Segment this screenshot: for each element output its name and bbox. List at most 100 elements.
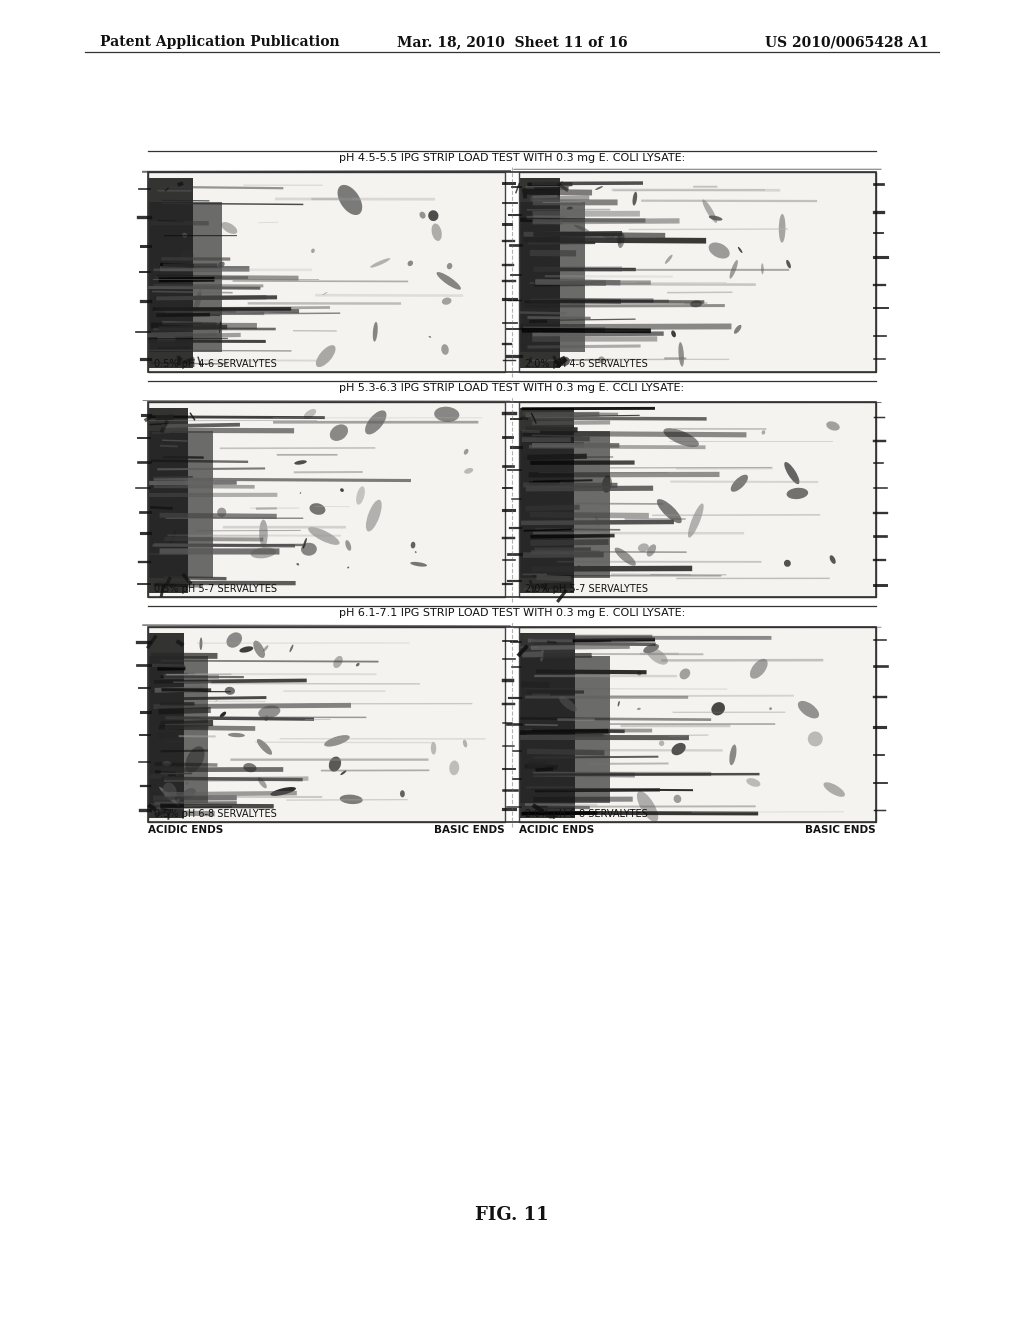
Ellipse shape	[180, 248, 194, 261]
Ellipse shape	[315, 345, 336, 367]
Ellipse shape	[185, 746, 205, 772]
Ellipse shape	[738, 247, 742, 253]
Ellipse shape	[671, 330, 676, 338]
Ellipse shape	[300, 492, 301, 494]
Ellipse shape	[169, 529, 176, 548]
Bar	[148, 656, 208, 803]
Text: Mar. 18, 2010  Sheet 11 of 16: Mar. 18, 2010 Sheet 11 of 16	[396, 36, 628, 49]
Ellipse shape	[159, 787, 179, 807]
Bar	[148, 403, 876, 597]
Bar	[148, 632, 184, 818]
Ellipse shape	[602, 234, 615, 239]
Ellipse shape	[541, 649, 544, 661]
Ellipse shape	[679, 342, 684, 367]
Ellipse shape	[595, 186, 603, 190]
Ellipse shape	[614, 548, 636, 566]
Ellipse shape	[330, 424, 348, 441]
Bar	[519, 627, 876, 822]
Ellipse shape	[786, 260, 791, 268]
Ellipse shape	[463, 739, 467, 747]
Bar	[519, 202, 586, 352]
Text: FIG. 11: FIG. 11	[475, 1206, 549, 1224]
Bar	[148, 408, 187, 593]
Ellipse shape	[656, 499, 682, 523]
Ellipse shape	[366, 500, 382, 532]
Text: pH 4.5-5.5 IPG STRIP LOAD TEST WITH 0.3 mg E. COLI LYSATE:: pH 4.5-5.5 IPG STRIP LOAD TEST WITH 0.3 …	[339, 153, 685, 162]
Ellipse shape	[356, 663, 359, 667]
Ellipse shape	[436, 272, 461, 289]
Ellipse shape	[672, 743, 686, 755]
Ellipse shape	[329, 756, 341, 772]
Ellipse shape	[434, 407, 460, 422]
Ellipse shape	[221, 222, 238, 234]
Ellipse shape	[688, 503, 703, 537]
Ellipse shape	[338, 185, 362, 215]
Ellipse shape	[665, 255, 673, 264]
Text: BASIC ENDS: BASIC ENDS	[805, 825, 876, 836]
Ellipse shape	[446, 263, 453, 269]
Text: 0.5% pH 4-6 SERVALYTES: 0.5% pH 4-6 SERVALYTES	[154, 359, 276, 370]
Ellipse shape	[429, 337, 431, 338]
Ellipse shape	[664, 428, 699, 447]
Ellipse shape	[637, 708, 641, 710]
Ellipse shape	[215, 700, 217, 702]
Bar	[519, 172, 876, 372]
Ellipse shape	[270, 787, 296, 796]
Ellipse shape	[643, 644, 659, 653]
Ellipse shape	[186, 781, 187, 784]
Bar	[519, 432, 609, 578]
Ellipse shape	[734, 325, 741, 334]
Ellipse shape	[258, 705, 281, 718]
Ellipse shape	[257, 739, 272, 755]
Ellipse shape	[712, 702, 725, 715]
Ellipse shape	[366, 411, 386, 434]
Bar	[519, 403, 876, 597]
Bar	[148, 432, 213, 578]
Ellipse shape	[647, 647, 668, 665]
Ellipse shape	[340, 488, 344, 492]
Bar	[148, 627, 876, 822]
Ellipse shape	[373, 322, 378, 342]
Ellipse shape	[637, 671, 641, 676]
Ellipse shape	[786, 488, 808, 499]
Bar	[519, 656, 610, 803]
Ellipse shape	[750, 659, 768, 678]
Ellipse shape	[301, 543, 316, 556]
Ellipse shape	[450, 760, 459, 775]
Ellipse shape	[779, 214, 785, 243]
Ellipse shape	[617, 232, 625, 248]
Ellipse shape	[400, 791, 404, 797]
Ellipse shape	[823, 783, 845, 797]
Ellipse shape	[225, 686, 234, 694]
Ellipse shape	[217, 508, 226, 517]
Ellipse shape	[617, 701, 620, 706]
Ellipse shape	[431, 223, 441, 242]
Text: 2.0% pH 5-7 SERVALYTES: 2.0% pH 5-7 SERVALYTES	[525, 583, 648, 594]
Ellipse shape	[559, 181, 562, 185]
Ellipse shape	[702, 199, 717, 223]
Text: US 2010/0065428 A1: US 2010/0065428 A1	[765, 36, 929, 49]
Ellipse shape	[347, 566, 349, 569]
Bar	[519, 632, 574, 818]
Ellipse shape	[647, 544, 656, 557]
Ellipse shape	[162, 762, 172, 766]
Ellipse shape	[311, 248, 314, 253]
Text: Patent Application Publication: Patent Application Publication	[100, 36, 340, 49]
Ellipse shape	[538, 331, 541, 334]
Ellipse shape	[464, 469, 473, 474]
Ellipse shape	[181, 788, 196, 799]
Bar	[148, 172, 505, 372]
Ellipse shape	[598, 356, 605, 363]
Ellipse shape	[420, 211, 426, 219]
Ellipse shape	[637, 791, 658, 822]
Text: 0.5% pH 6-8 SERVALYTES: 0.5% pH 6-8 SERVALYTES	[154, 809, 276, 818]
Ellipse shape	[253, 640, 265, 657]
Bar	[148, 172, 505, 372]
Ellipse shape	[680, 668, 690, 680]
Ellipse shape	[731, 475, 748, 492]
Ellipse shape	[633, 191, 637, 206]
Ellipse shape	[431, 742, 436, 755]
Ellipse shape	[163, 783, 177, 800]
Ellipse shape	[709, 215, 723, 220]
Ellipse shape	[356, 486, 365, 504]
